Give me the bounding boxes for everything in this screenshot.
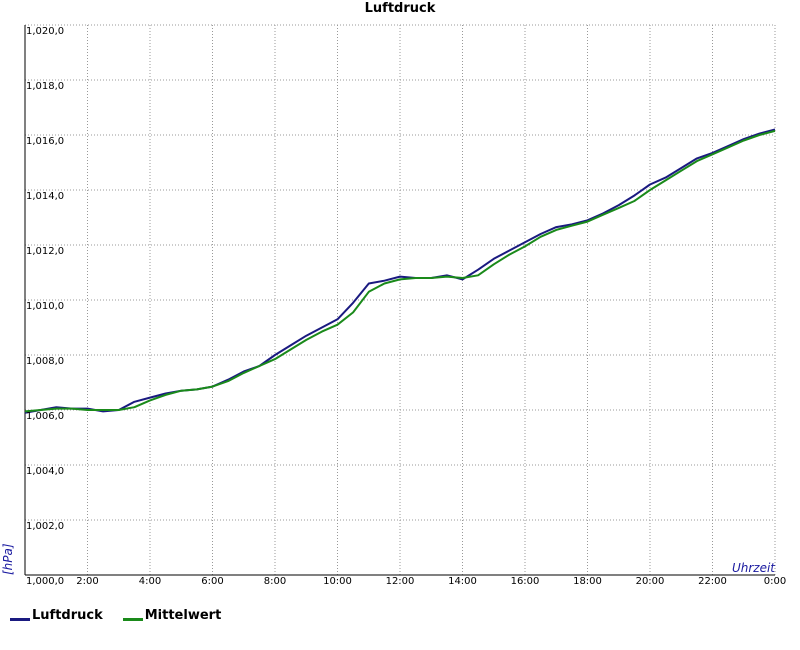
series-line-luftdruck (24, 128, 776, 414)
grid (25, 24, 776, 576)
x-tick-label: 2:00 (76, 576, 98, 587)
x-tick-label: 6:00 (201, 576, 223, 587)
x-axis-label: Uhrzeit (732, 561, 776, 575)
x-tick-label: 22:00 (698, 576, 727, 587)
y-tick-label: 1,000,0 (26, 576, 64, 587)
x-tick-label: 20:00 (636, 576, 665, 587)
y-tick-label: 1,014,0 (26, 191, 64, 202)
y-axis-label: [hPa] (1, 543, 15, 575)
x-tick-labels: 2:00 4:00 6:00 8:00 10:00 12:00 14:00 16:00 18:0… (76, 576, 786, 587)
x-tick-label: 16:00 (511, 576, 540, 587)
y-tick-label: 1,008,0 (26, 356, 64, 367)
x-tick-label: 14:00 (448, 576, 477, 587)
series-layer (24, 128, 776, 414)
y-tick-label: 1,002,0 (26, 521, 64, 532)
x-tick-label: 10:00 (323, 576, 352, 587)
series-line-mittelwert (24, 129, 776, 413)
legend: Luftdruck Mittelwert (10, 608, 221, 623)
y-tick-label: 1,012,0 (26, 246, 64, 257)
y-tick-labels: 1,000,0 1,002,0 1,004,0 1,006,0 1,008,0 1,010… (26, 26, 64, 587)
x-tick-label: 18:00 (573, 576, 602, 587)
legend-swatch-luftdruck (10, 618, 30, 621)
plot-frame (24, 25, 775, 576)
legend-item-luftdruck: Luftdruck (10, 608, 103, 623)
legend-item-mittelwert: Mittelwert (122, 608, 222, 623)
y-tick-label: 1,004,0 (26, 466, 64, 477)
x-tick-label: 12:00 (386, 576, 415, 587)
y-tick-label: 1,020,0 (26, 26, 64, 37)
y-tick-label: 1,010,0 (26, 301, 64, 312)
legend-swatch-mittelwert (122, 618, 143, 621)
x-tick-label: 0:00 (764, 576, 786, 587)
legend-label-mittelwert: Mittelwert (144, 608, 222, 623)
chart-title: Luftdruck (365, 1, 436, 16)
x-tick-label: 8:00 (264, 576, 286, 587)
x-tick-label: 4:00 (139, 576, 161, 587)
y-tick-label: 1,006,0 (26, 411, 64, 422)
y-tick-label: 1,018,0 (26, 81, 64, 92)
legend-label-luftdruck: Luftdruck (32, 608, 103, 623)
y-tick-label: 1,016,0 (26, 136, 64, 147)
